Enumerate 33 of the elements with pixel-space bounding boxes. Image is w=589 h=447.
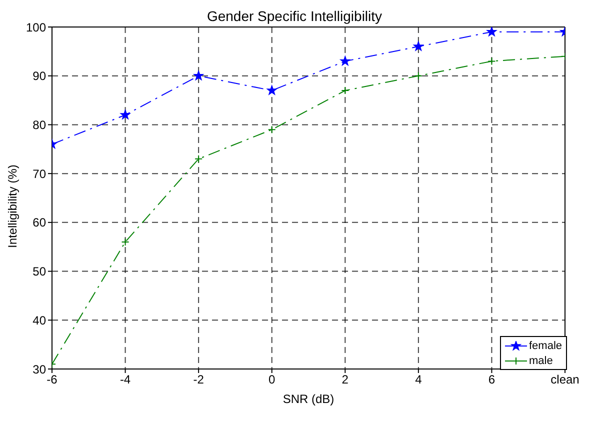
point [121,238,130,246]
y-tick-label: 30 [32,362,46,376]
point [267,86,277,95]
y-tick-label: 50 [32,264,46,279]
point [486,27,496,36]
point [341,86,350,95]
x-tick-label: 6 [488,372,496,387]
y-tick-label: 60 [32,216,46,230]
x-tick-label: 4 [415,372,422,387]
y-axis-title: Intelligibility (%) [5,164,20,248]
point [194,154,203,163]
y-tick-label: 70 [32,166,46,181]
point [414,42,424,51]
y-tick-label: 80 [32,118,46,132]
x-tick-label: -4 [120,372,131,387]
point [194,70,204,80]
point [120,110,130,120]
x-tick-label: 0 [268,372,276,387]
chart-title: Gender Specific Intelligibility [206,8,382,24]
y-tick-label: 100 [26,20,46,34]
x-tick-label: -6 [46,372,58,387]
point [340,56,350,66]
y-tick-label: 40 [32,313,46,328]
point [268,126,276,134]
x-tick-label: 2 [342,372,349,387]
legend-label: male [529,354,553,366]
x-axis-title: SNR (dB) [282,392,334,406]
x-tick-label: -2 [193,372,204,387]
legend-label: female [529,340,562,352]
x-tick-label: clean [550,372,580,387]
point [488,57,496,66]
y-tick-label: 90 [32,69,46,84]
point [414,72,422,80]
